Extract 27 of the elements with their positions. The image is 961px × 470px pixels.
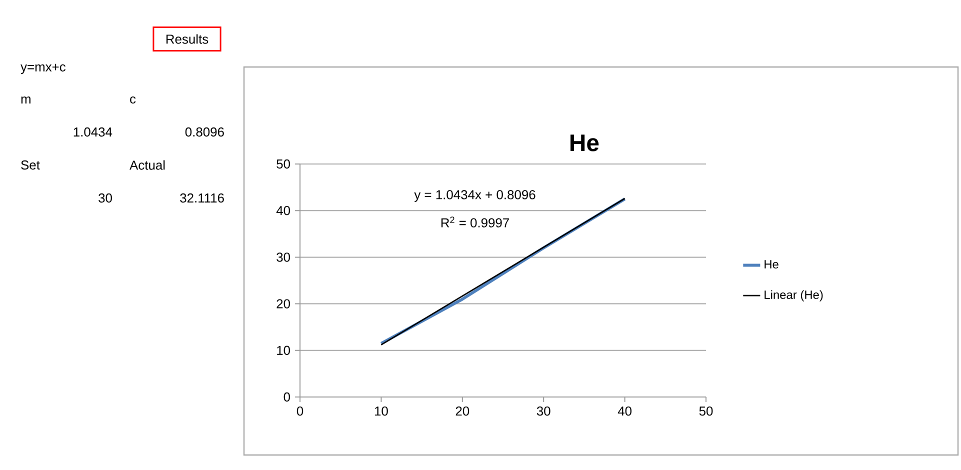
x-tick-label: 40	[618, 406, 632, 416]
text: Actual	[130, 160, 165, 170]
text: Results	[166, 34, 208, 44]
legend-label: Linear (He)	[764, 290, 823, 302]
annotation: y = 1.0434x + 0.8096	[414, 190, 536, 202]
x-tick-label: 10	[374, 406, 388, 416]
text: m	[21, 96, 30, 104]
y-tick-label: 10	[277, 346, 290, 355]
text: Set	[21, 160, 40, 170]
text: 1.0434	[74, 127, 112, 137]
y-tick-label: 40	[276, 206, 290, 216]
x-tick-label: 50	[699, 406, 713, 416]
legend-label: He	[764, 260, 778, 268]
annotation: R$^{2}$ = 0.9997	[441, 216, 509, 228]
text: 0.8096	[185, 127, 224, 137]
text: y=mx+c	[20, 64, 66, 74]
text: c	[130, 96, 136, 104]
text: 32.1116	[180, 193, 224, 203]
x-tick-label: 0	[296, 406, 304, 416]
y-tick-label: 0	[284, 392, 290, 402]
x-tick-label: 20	[456, 406, 470, 416]
x-tick-label: 30	[536, 406, 550, 416]
y-tick-label: 50	[276, 159, 290, 169]
text: 30	[98, 193, 112, 203]
y-tick-label: 20	[276, 299, 290, 308]
y-tick-label: 30	[276, 252, 290, 262]
chart-title: He	[570, 134, 599, 152]
